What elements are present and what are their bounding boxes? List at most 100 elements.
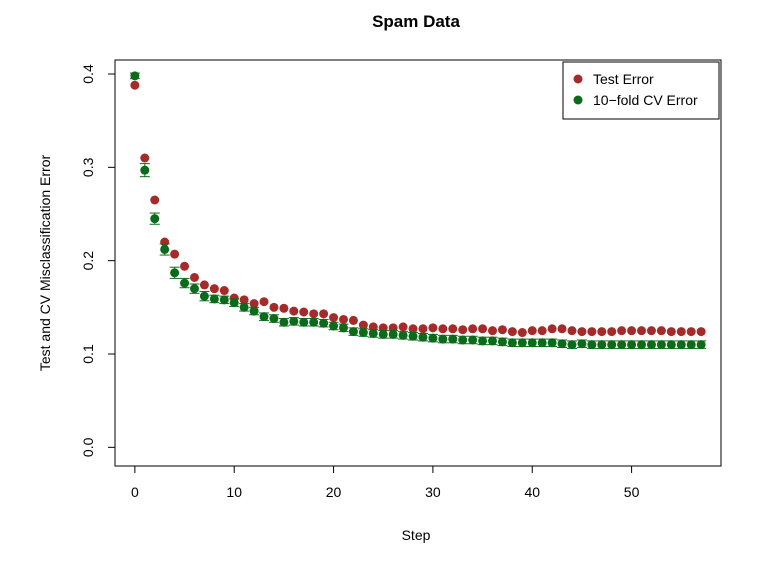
cv-error-point	[458, 335, 468, 345]
cv-error-point	[378, 329, 388, 339]
test-error-point	[140, 153, 150, 163]
y-tick-label: 0.0	[80, 437, 96, 457]
test-error-point	[368, 322, 378, 332]
test-error-point	[150, 195, 160, 205]
cv-error-point	[348, 327, 358, 337]
test-error-point	[130, 80, 140, 90]
x-tick-label: 10	[226, 484, 242, 500]
test-error-point	[527, 326, 537, 336]
test-error-point	[279, 303, 289, 313]
cv-error-point	[438, 334, 448, 344]
legend-marker-test-error	[573, 74, 583, 84]
test-error-point	[517, 328, 527, 338]
test-error-point	[348, 315, 358, 325]
cv-error-point	[329, 321, 339, 331]
cv-error-point	[180, 278, 190, 288]
test-error-point	[507, 327, 517, 337]
test-error-point	[408, 324, 418, 334]
test-error-point	[567, 326, 577, 336]
test-error-point	[597, 327, 607, 337]
cv-error-point	[279, 317, 289, 327]
cv-error-point	[189, 284, 199, 294]
test-error-point	[537, 326, 547, 336]
plot-frame	[114, 59, 722, 467]
y-tick-label: 0.3	[80, 157, 96, 177]
data-marks	[129, 71, 707, 350]
legend-label-cv-error: 10−fold CV Error	[593, 92, 698, 108]
cv-error-point	[547, 338, 557, 348]
cv-error-point	[517, 338, 527, 348]
test-error-point	[329, 313, 339, 323]
test-error-point	[358, 320, 368, 330]
cv-error-point	[478, 336, 488, 346]
cv-error-point	[646, 340, 656, 350]
test-error-point	[557, 324, 567, 334]
cv-error-point	[358, 328, 368, 338]
cv-error-point	[249, 306, 259, 316]
test-error-point	[398, 322, 408, 332]
test-error-point	[577, 327, 587, 337]
x-tick-label: 50	[624, 484, 640, 500]
cv-error-point	[676, 340, 686, 350]
test-error-point	[438, 324, 448, 334]
test-error-point	[418, 324, 428, 334]
cv-error-point	[627, 340, 637, 350]
test-error-point	[309, 309, 319, 319]
test-error-point	[299, 307, 309, 317]
test-error-point	[458, 325, 468, 335]
cv-error-point	[140, 165, 150, 175]
test-error-point	[627, 326, 637, 336]
test-error-point	[488, 326, 498, 336]
test-error-point	[219, 286, 229, 296]
test-error-point	[656, 326, 666, 336]
cv-error-point	[468, 335, 478, 345]
legend-box	[562, 61, 720, 120]
cv-error-point	[209, 294, 219, 304]
cv-error-point	[160, 244, 170, 254]
test-error-point	[428, 323, 438, 333]
test-error-point	[259, 297, 269, 307]
cv-error-point	[696, 340, 706, 350]
y-tick-label: 0.2	[80, 251, 96, 271]
y-tick-label: 0.4	[80, 64, 96, 84]
y-axis-label: Test and CV Misclassification Error	[37, 155, 53, 372]
cv-error-point	[587, 340, 597, 350]
test-error-point	[249, 299, 259, 309]
cv-error-point	[338, 323, 348, 333]
cv-error-point	[448, 334, 458, 344]
cv-error-point	[557, 339, 567, 349]
cv-error-point	[130, 71, 140, 81]
test-error-point	[338, 314, 348, 324]
test-error-point	[686, 327, 696, 337]
test-error-point	[666, 327, 676, 337]
x-axis-label: Step	[402, 527, 431, 543]
test-error-point	[587, 327, 597, 337]
test-error-point	[676, 327, 686, 337]
x-tick-label: 40	[524, 484, 540, 500]
cv-error-point	[170, 268, 180, 278]
cv-error-point	[199, 291, 209, 301]
test-error-point	[646, 326, 656, 336]
test-error-point	[448, 324, 458, 334]
test-error-point	[319, 309, 329, 319]
cv-error-point	[150, 214, 160, 224]
cv-error-point	[299, 317, 309, 327]
cv-error-point	[637, 340, 647, 350]
test-error-point	[388, 323, 398, 333]
cv-error-point	[219, 295, 229, 305]
test-error-point	[637, 326, 647, 336]
test-error-point	[269, 302, 279, 312]
cv-error-point	[617, 340, 627, 350]
cv-error-point	[229, 298, 239, 308]
test-error-point	[199, 280, 209, 290]
legend-marker-cv-error	[573, 95, 583, 105]
cv-error-point	[239, 302, 249, 312]
cv-error-point	[607, 340, 617, 350]
cv-error-point	[309, 317, 319, 327]
cv-error-point	[656, 340, 666, 350]
cv-error-point	[527, 338, 537, 348]
y-axis: 0.0 0.1 0.2 0.3 0.4	[80, 64, 116, 457]
test-error-point	[239, 295, 249, 305]
cv-error-point	[507, 338, 517, 348]
